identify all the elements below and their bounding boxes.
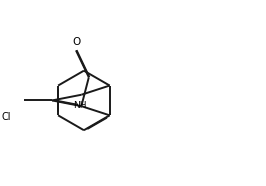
Text: O: O [72,37,80,47]
Text: Cl: Cl [1,112,11,122]
Text: NH: NH [73,101,87,110]
